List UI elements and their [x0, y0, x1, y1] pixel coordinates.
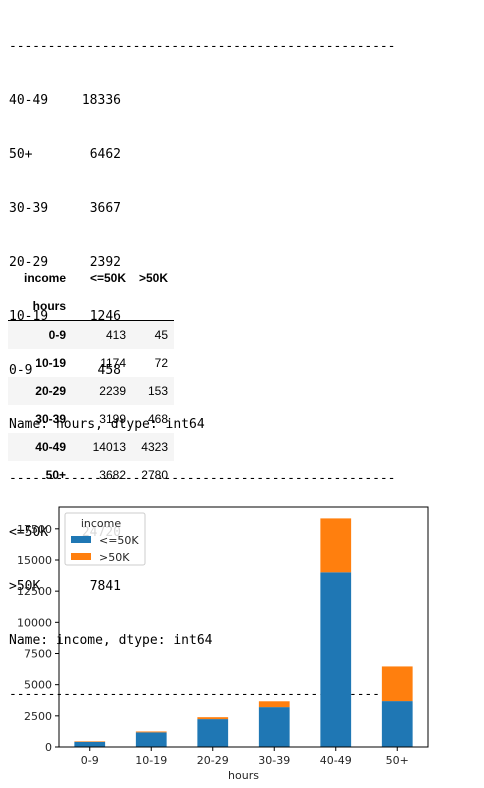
bar-segment-gt50k: [74, 741, 106, 742]
table-row: 30-39 3199 468: [8, 405, 174, 433]
hours-count-label: 20-29: [9, 255, 49, 270]
empty-header-cell: [132, 292, 174, 321]
income-count-line: >50K 7841: [9, 578, 395, 596]
income-count-label: >50K: [9, 579, 41, 594]
column-header-le50k: <=50K: [89, 271, 126, 285]
hours-count-label: 40-49: [9, 93, 49, 108]
x-tick-label: 0-9: [81, 754, 99, 767]
cell-gt50k: 468: [147, 412, 168, 426]
cell-gt50k: 72: [154, 356, 168, 370]
y-tick-label: 7500: [24, 647, 52, 660]
cell-gt50k: 153: [147, 384, 168, 398]
hours-count-label: 0-9: [9, 363, 33, 378]
bar-segment-gt50k: [197, 717, 229, 720]
index-name-header: hours: [8, 292, 72, 321]
cell-gt50k: 2780: [141, 468, 168, 482]
y-tick-label: 2500: [24, 710, 52, 723]
row-index: 0-9: [48, 328, 66, 342]
hours-count-label: 50+: [9, 147, 33, 162]
table-header-row: income <=50K >50K: [8, 264, 174, 292]
legend-swatch: [71, 536, 91, 543]
separator-line: ----------------------------------------…: [9, 471, 396, 486]
y-tick-label: 10000: [17, 616, 52, 629]
y-tick-label: 12500: [17, 585, 52, 598]
cell-le50k: 3199: [99, 412, 126, 426]
bar-segment-gt50k: [258, 701, 290, 708]
columns-name-header: income: [23, 271, 66, 285]
x-tick-label: 30-39: [258, 754, 290, 767]
cell-le50k: 14013: [92, 440, 126, 454]
hours-count-value: 3667: [89, 201, 121, 216]
x-tick-label: 40-49: [320, 754, 352, 767]
empty-header-cell: [72, 292, 132, 321]
bar-segment-le50k: [197, 719, 229, 747]
plot-frame: [58, 506, 429, 748]
y-tick-label: 15000: [17, 554, 52, 567]
y-tick-label: 0: [45, 741, 52, 754]
hours-count-value: 2392: [89, 255, 121, 270]
bar-segment-gt50k: [135, 731, 167, 733]
legend: income <=50K >50K: [64, 512, 146, 566]
row-index: 40-49: [35, 440, 66, 454]
row-index: 10-19: [35, 356, 66, 370]
hours-count-line: 30-39 3667: [9, 200, 395, 218]
row-index: 50+: [45, 468, 66, 482]
hours-count-line: 40-49 18336: [9, 92, 395, 110]
income-count-value: 7841: [89, 579, 121, 594]
table-row: 40-49 14013 4323: [8, 433, 174, 461]
x-tick-label: 10-19: [135, 754, 167, 767]
income-dtype-footer: Name: income, dtype: int64: [9, 633, 213, 648]
console-output: ----------------------------------------…: [9, 2, 395, 722]
bar-segment-le50k: [320, 572, 352, 747]
x-tick-label: 20-29: [197, 754, 229, 767]
y-axis-ticks: 0 2500 5000 7500 10000 12500 15000 17500: [17, 523, 59, 754]
crosstab-table-container: income <=50K >50K hours 0-9 413 45 10-19…: [8, 264, 174, 489]
legend-swatch: [71, 553, 91, 560]
separator-line: ----------------------------------------…: [9, 687, 396, 702]
row-index: 20-29: [35, 384, 66, 398]
hours-dtype-footer: Name: hours, dtype: int64: [9, 417, 205, 432]
index-name-row: hours: [8, 292, 174, 321]
cell-le50k: 413: [105, 328, 126, 342]
table-row: 10-19 1174 72: [8, 349, 174, 377]
hours-count-line: 50+ 6462: [9, 146, 395, 164]
crosstab-table: income <=50K >50K hours 0-9 413 45 10-19…: [8, 264, 174, 489]
separator-line: ----------------------------------------…: [9, 39, 396, 54]
stacked-bar-chart: 0 2500 5000 7500 10000 12500 15000 17500 0-9 10-…: [17, 506, 429, 782]
bar-segment-le50k: [74, 741, 106, 747]
legend-label: <=50K: [99, 534, 139, 547]
hours-count-value: 458: [97, 363, 121, 378]
cell-le50k: 2239: [99, 384, 126, 398]
x-axis-ticks: 0-9 10-19 20-29 30-39 40-49 50+: [81, 747, 409, 767]
hours-count-line: 0-9 458: [9, 362, 395, 380]
hours-count-label: 30-39: [9, 201, 49, 216]
legend-label: >50K: [99, 551, 130, 564]
x-axis-label: hours: [228, 769, 259, 782]
table-row: 50+ 3682 2780: [8, 461, 174, 489]
column-header-gt50k: >50K: [138, 271, 168, 285]
table-row: 20-29 2239 153: [8, 377, 174, 405]
income-count-label: <=50K: [9, 525, 49, 540]
hours-count-value: 18336: [81, 93, 121, 108]
bar-segment-le50k: [258, 707, 290, 747]
legend-title: income: [81, 517, 122, 530]
cell-le50k: 1174: [100, 356, 126, 370]
row-index: 30-39: [35, 412, 66, 426]
x-tick-label: 50+: [386, 754, 409, 767]
legend-box: [64, 512, 146, 566]
bar-segment-le50k: [135, 732, 167, 747]
bars-group: [74, 518, 413, 747]
table-row: 0-9 413 45: [8, 320, 174, 349]
bar-segment-gt50k: [320, 518, 352, 573]
y-tick-label: 5000: [24, 679, 52, 692]
cell-gt50k: 45: [154, 328, 168, 342]
bar-segment-le50k: [381, 701, 413, 747]
y-tick-label: 17500: [17, 523, 52, 536]
hours-count-value: 6462: [89, 147, 121, 162]
cell-le50k: 3682: [99, 468, 126, 482]
hours-count-line: 20-29 2392: [9, 254, 395, 272]
cell-gt50k: 4323: [141, 440, 168, 454]
bar-segment-gt50k: [381, 666, 413, 702]
